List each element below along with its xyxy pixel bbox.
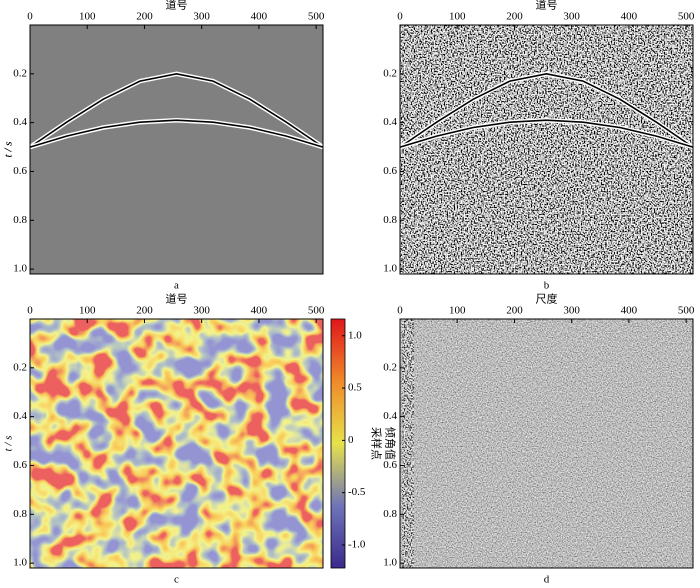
x-tick-label: 500: [308, 305, 325, 317]
y-tick-label: 0.4: [383, 116, 397, 128]
x-tick-label: 200: [136, 305, 153, 317]
plot-frame: [29, 24, 324, 275]
event-line: [29, 119, 324, 148]
x-tick-label: 0: [27, 305, 33, 317]
y-tick-label: 1.0: [383, 263, 397, 275]
x-tick-label: 200: [506, 11, 523, 23]
x-tick-label: 300: [563, 305, 580, 317]
panel-caption: b: [544, 280, 550, 292]
image-background: [30, 25, 323, 274]
colorbar-label: 采样点: [369, 427, 383, 460]
y-tick-label: 0.8: [383, 214, 397, 226]
x-tick-label: 100: [449, 305, 466, 317]
y-tick-label: 0.2: [383, 361, 397, 373]
image-background: [400, 319, 693, 568]
x-tick-label: 200: [136, 11, 153, 23]
colorbar-tick-label: -0.5: [348, 486, 366, 498]
y-tick-label: 0.8: [13, 508, 27, 520]
y-tick-label: 1.0: [13, 263, 27, 275]
event-line: [399, 72, 694, 148]
x-tick-label: 0: [397, 11, 403, 23]
x-tick-label: 400: [621, 11, 638, 23]
x-tick-label: 300: [193, 11, 210, 23]
x-tick-label: 100: [449, 11, 466, 23]
y-axis-label: t / s: [3, 142, 15, 158]
y-axis-label: t / s: [3, 142, 15, 158]
colorbar-tick-label: 1.0: [348, 329, 362, 341]
x-tick-label: 400: [621, 305, 638, 317]
y-tick-label: 0.6: [13, 459, 27, 471]
image-background: [400, 25, 693, 274]
x-tick-label: 500: [678, 305, 695, 317]
y-tick-label: 0.2: [13, 361, 27, 373]
panel-caption: c: [174, 574, 179, 586]
y-tick-label: 0.8: [13, 214, 27, 226]
colorbar-label: 倾角值: [383, 427, 396, 460]
y-tick-label: 0.6: [383, 165, 397, 177]
panel-caption: a: [174, 280, 179, 292]
colorbar-tick-label: 0.5: [348, 382, 362, 394]
x-tick-label: 300: [193, 305, 210, 317]
y-tick-label: 1.0: [13, 557, 27, 569]
y-tick-label: 0.2: [383, 67, 397, 79]
image-background: [30, 319, 323, 568]
x-tick-label: 0: [27, 11, 33, 23]
noise-strip: [402, 319, 414, 568]
x-tick-label: 300: [563, 11, 580, 23]
y-tick-label: 0.4: [13, 116, 27, 128]
x-axis-label: 尺度: [536, 292, 558, 306]
y-tick-label: 0.4: [13, 410, 27, 422]
x-tick-label: 100: [79, 305, 96, 317]
x-axis-label: 道号: [166, 0, 188, 12]
x-tick-label: 400: [251, 305, 268, 317]
colorbar-tick-label: 0: [348, 434, 354, 446]
event-line: [399, 119, 694, 148]
panel-caption: d: [544, 574, 550, 586]
y-axis-label: t / s: [3, 436, 15, 452]
y-tick-label: 1.0: [383, 557, 397, 569]
x-tick-label: 500: [308, 11, 325, 23]
y-tick-label: 0.6: [383, 459, 397, 471]
x-tick-label: 500: [678, 11, 695, 23]
x-axis-label: 道号: [166, 292, 188, 306]
plot-frame: [399, 24, 694, 275]
x-tick-label: 400: [251, 11, 268, 23]
x-tick-label: 100: [79, 11, 96, 23]
x-axis-label: 道号: [536, 0, 558, 12]
plot-frame: [399, 318, 694, 569]
colorbar-tick-label: -1.0: [348, 539, 366, 551]
colorbar: [330, 318, 346, 569]
x-tick-label: 0: [397, 305, 403, 317]
y-tick-label: 0.6: [13, 165, 27, 177]
y-tick-label: 0.8: [383, 508, 397, 520]
plot-frame: [29, 318, 324, 569]
y-tick-label: 0.2: [13, 67, 27, 79]
event-line: [29, 72, 324, 148]
y-tick-label: 0.4: [383, 410, 397, 422]
x-tick-label: 200: [506, 305, 523, 317]
